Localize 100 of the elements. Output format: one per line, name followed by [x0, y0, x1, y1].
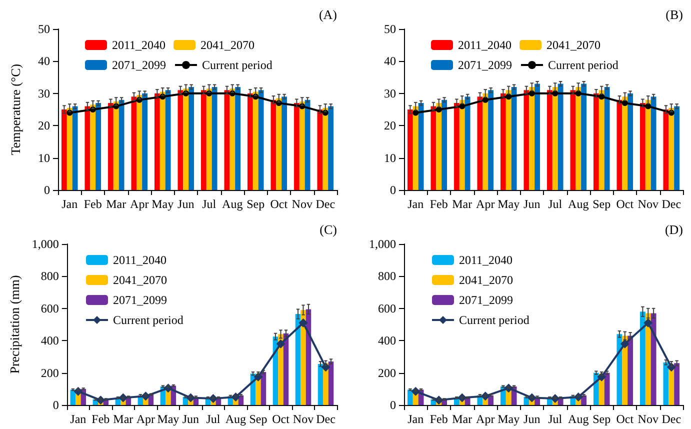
x-tick-label: Jan: [408, 412, 424, 426]
x-tick-label: Nov: [292, 412, 314, 426]
bar: [616, 334, 622, 405]
bar: [418, 103, 424, 190]
x-tick-label: Jan: [62, 197, 78, 211]
legend-label: 2011_2040: [458, 38, 512, 52]
bar: [640, 312, 646, 405]
y-tick-label: 20: [384, 118, 396, 133]
bar: [300, 310, 306, 405]
legend-label: 2071_2099: [459, 293, 513, 307]
y-tick-label: 0: [390, 183, 396, 197]
bar: [645, 313, 651, 405]
y-tick-label: 30: [38, 86, 50, 100]
bar: [72, 106, 78, 190]
bar: [96, 103, 102, 190]
y-axis-title: Temperature (°C): [8, 64, 23, 156]
bar: [622, 96, 628, 190]
bar: [524, 90, 530, 190]
legend-label: 2041_2070: [200, 38, 255, 52]
y-tick-label: 30: [384, 86, 396, 100]
bar: [674, 363, 680, 405]
x-tick-label: Sep: [246, 197, 265, 211]
x-tick-label: Aug: [568, 197, 589, 211]
x-tick-label: Feb: [430, 197, 448, 211]
x-tick-label: Aug: [222, 197, 243, 211]
y-tick-label: 0: [44, 183, 50, 197]
bar: [260, 372, 266, 405]
bar: [318, 364, 324, 405]
bar: [668, 108, 674, 190]
y-tick-label: 40: [384, 54, 396, 68]
x-tick-label: Nov: [638, 412, 658, 426]
x-tick-label: Apr: [130, 197, 149, 211]
x-tick-label: Sep: [592, 197, 611, 211]
x-tick-label: Mar: [113, 412, 134, 426]
text: (B): [666, 7, 684, 22]
bar: [328, 106, 334, 190]
bar: [593, 93, 599, 190]
x-tick-label: Jun: [524, 412, 540, 426]
bar: [131, 96, 137, 190]
bar: [412, 106, 418, 190]
legend-label: 2041_2070: [113, 273, 167, 287]
bar: [628, 336, 634, 405]
y-tick-label: 50: [38, 22, 50, 36]
bar: [534, 84, 540, 190]
x-tick-label: Dec: [662, 197, 682, 211]
bar: [454, 103, 460, 190]
legend-label: 2011_2040: [112, 38, 166, 52]
x-tick-label: Nov: [638, 197, 658, 211]
bar: [136, 95, 142, 190]
y-tick-label: 400: [378, 334, 396, 348]
x-tick-label: Mar: [452, 197, 472, 211]
bar: [511, 86, 517, 190]
bar: [576, 86, 582, 190]
bar: [558, 84, 564, 190]
bar: [200, 90, 206, 190]
text: (D): [664, 222, 683, 237]
bar: [674, 106, 680, 190]
bar: [142, 93, 148, 190]
bar: [322, 108, 328, 190]
x-tick-label: May: [498, 197, 520, 211]
y-tick-label: 10: [384, 150, 396, 165]
x-tick-label: Jun: [182, 412, 200, 426]
bar: [616, 100, 622, 190]
bar: [270, 100, 276, 190]
bar: [506, 90, 512, 190]
bar: [235, 86, 241, 190]
bar: [70, 390, 76, 405]
y-tick-label: 0: [52, 398, 59, 412]
y-tick-label: 200: [40, 366, 59, 380]
bar: [252, 92, 258, 190]
x-tick-label: Jul: [548, 412, 563, 426]
bar: [294, 103, 300, 190]
legend-label: 2011_2040: [113, 253, 167, 267]
bar: [459, 100, 465, 190]
bar: [570, 90, 576, 190]
x-tick-label: Apr: [136, 412, 156, 426]
x-tick-label: Jul: [202, 197, 217, 211]
bar: [90, 104, 96, 190]
bar: [407, 110, 413, 190]
y-tick-label: 400: [40, 334, 59, 348]
x-tick-label: Apr: [476, 197, 495, 211]
bar: [529, 86, 535, 190]
y-tick-label: 40: [38, 54, 50, 68]
bar: [464, 96, 470, 190]
y-tick-label: 20: [38, 118, 50, 133]
bar: [160, 92, 166, 190]
bar: [598, 90, 604, 190]
bar: [295, 314, 301, 405]
x-tick-label: Jul: [206, 412, 221, 426]
x-tick-label: Dec: [316, 197, 336, 211]
x-tick-label: Apr: [476, 412, 495, 426]
legend-label: Current period: [548, 58, 618, 72]
bar: [113, 101, 119, 190]
legend-label: 2071_2099: [458, 58, 512, 72]
x-tick-label: Jul: [548, 197, 563, 211]
bar: [306, 309, 312, 405]
bar: [488, 90, 494, 190]
x-tick-label: Jan: [408, 197, 424, 211]
point: [620, 339, 630, 348]
y-tick-label: 800: [40, 269, 59, 284]
